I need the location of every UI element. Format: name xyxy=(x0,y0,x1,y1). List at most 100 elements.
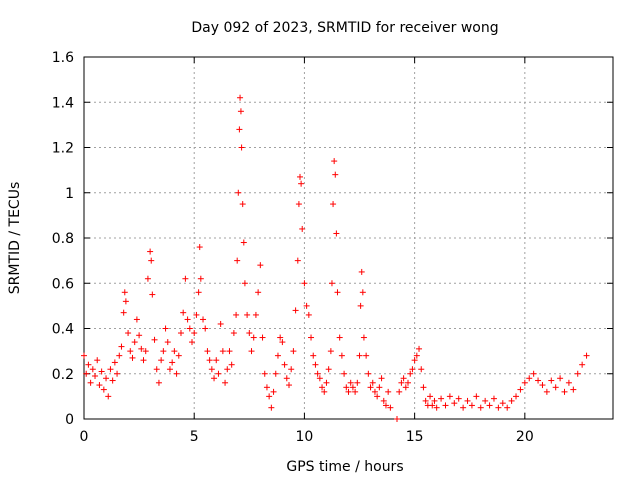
data-point xyxy=(477,404,484,411)
x-tick-label: 10 xyxy=(296,429,314,445)
x-axis-label: GPS time / hours xyxy=(286,459,403,475)
data-point xyxy=(237,94,244,101)
data-point xyxy=(169,359,176,366)
data-point xyxy=(261,370,268,377)
data-point xyxy=(144,275,151,282)
data-point xyxy=(100,386,107,393)
data-point xyxy=(413,352,420,359)
data-point xyxy=(228,361,235,368)
data-point xyxy=(371,388,378,395)
data-point xyxy=(365,370,372,377)
data-point xyxy=(239,201,246,208)
data-point xyxy=(316,375,323,382)
data-point xyxy=(579,361,586,368)
data-point xyxy=(151,336,158,343)
data-point xyxy=(521,379,528,386)
data-point xyxy=(321,388,328,395)
data-point xyxy=(149,291,156,298)
data-point xyxy=(303,302,310,309)
data-point xyxy=(328,280,335,287)
x-tick-label: 15 xyxy=(406,429,424,445)
data-point xyxy=(422,397,429,404)
data-point xyxy=(367,384,374,391)
data-point xyxy=(583,352,590,359)
data-point xyxy=(482,397,489,404)
data-point xyxy=(98,368,105,375)
data-point xyxy=(574,370,581,377)
data-point xyxy=(336,334,343,341)
data-point xyxy=(184,316,191,323)
data-point xyxy=(277,334,284,341)
data-point xyxy=(451,400,458,407)
data-point xyxy=(200,316,207,323)
data-point xyxy=(418,366,425,373)
data-point xyxy=(359,289,366,296)
data-point xyxy=(177,330,184,337)
data-point xyxy=(197,275,204,282)
data-point xyxy=(561,388,568,395)
data-point xyxy=(387,404,394,411)
data-point xyxy=(495,404,502,411)
data-point xyxy=(331,158,338,165)
data-point xyxy=(292,307,299,314)
data-point xyxy=(513,393,520,400)
data-point xyxy=(118,343,125,350)
data-point xyxy=(548,377,555,384)
data-point xyxy=(396,388,403,395)
data-point xyxy=(136,332,143,339)
data-point xyxy=(257,262,264,269)
data-point xyxy=(266,393,273,400)
data-point xyxy=(153,366,160,373)
data-point xyxy=(211,375,218,382)
y-tick-label: 1 xyxy=(65,186,74,202)
data-point xyxy=(295,201,302,208)
data-point xyxy=(255,289,262,296)
data-point xyxy=(325,366,332,373)
data-point xyxy=(259,334,266,341)
data-point xyxy=(270,388,277,395)
data-point xyxy=(186,325,193,332)
data-point xyxy=(374,393,381,400)
data-point xyxy=(222,379,229,386)
data-point xyxy=(252,311,259,318)
data-point xyxy=(338,352,345,359)
data-point xyxy=(142,348,149,355)
data-point xyxy=(356,352,363,359)
data-point xyxy=(310,352,317,359)
data-point xyxy=(360,334,367,341)
data-point xyxy=(416,345,423,352)
data-point xyxy=(281,361,288,368)
data-point xyxy=(405,379,412,386)
data-point xyxy=(539,382,546,389)
data-point xyxy=(182,275,189,282)
data-point xyxy=(87,379,94,386)
data-point xyxy=(557,375,564,382)
data-point xyxy=(175,352,182,359)
y-axis-label: SRMTID / TECUs xyxy=(7,182,23,295)
data-point xyxy=(226,348,233,355)
y-tick-label: 1.2 xyxy=(52,141,74,157)
data-point xyxy=(420,384,427,391)
data-point xyxy=(398,379,405,386)
data-point xyxy=(411,357,418,364)
y-tick-label: 0.2 xyxy=(52,367,74,383)
data-point xyxy=(460,404,467,411)
data-point xyxy=(290,348,297,355)
data-point xyxy=(333,230,340,237)
data-point xyxy=(332,171,339,178)
data-point xyxy=(312,361,319,368)
data-point xyxy=(224,366,231,373)
data-point xyxy=(376,384,383,391)
data-point xyxy=(116,352,123,359)
y-tick-label: 0.8 xyxy=(52,231,74,247)
data-point xyxy=(330,201,337,208)
data-point xyxy=(499,400,506,407)
data-point xyxy=(191,330,198,337)
data-point xyxy=(552,384,559,391)
data-point xyxy=(298,180,305,187)
data-point xyxy=(473,393,480,400)
data-point xyxy=(294,257,301,264)
data-point xyxy=(127,348,134,355)
chart-title: Day 092 of 2023, SRMTID for receiver won… xyxy=(191,20,498,36)
data-point xyxy=(301,280,308,287)
